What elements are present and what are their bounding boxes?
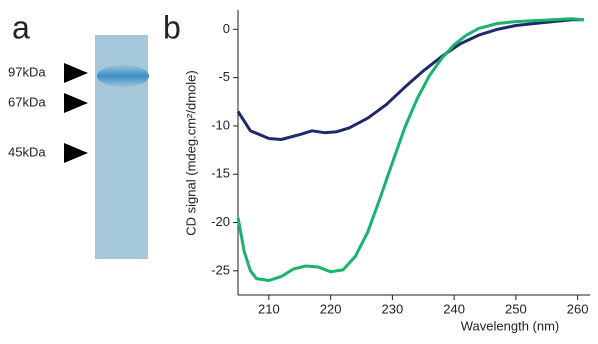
marker-label: 97kDa [8,64,46,79]
x-tick-label: 260 [567,301,589,316]
marker-label: 67kDa [8,94,46,109]
y-tick-label: -15 [211,166,230,181]
y-tick-label: 0 [223,21,230,36]
panel-label: b [163,9,181,45]
data-line [238,20,584,140]
marker-arrow [64,63,88,83]
y-tick-label: -5 [218,69,230,84]
y-tick-label: -20 [211,214,230,229]
y-tick-label: -10 [211,117,230,132]
y-tick-label: -25 [211,262,230,277]
data-line [238,19,584,281]
figure: a 97kDa 67kDa 45kDa b Wavelength (nm) CD… [0,0,598,339]
x-tick-label: 230 [382,301,404,316]
marker-arrow [64,143,88,163]
x-tick-label: 250 [505,301,527,316]
gel-band [97,65,149,87]
y-axis-label: CD signal (mdeg.cm²/dmole) [183,70,198,235]
marker-arrow [64,93,88,113]
x-tick-label: 240 [443,301,465,316]
x-tick-label: 210 [258,301,280,316]
panel-label: a [12,9,30,45]
marker-label: 45kDa [8,144,46,159]
x-tick-label: 220 [320,301,342,316]
x-axis-label: Wavelength (nm) [461,318,560,333]
